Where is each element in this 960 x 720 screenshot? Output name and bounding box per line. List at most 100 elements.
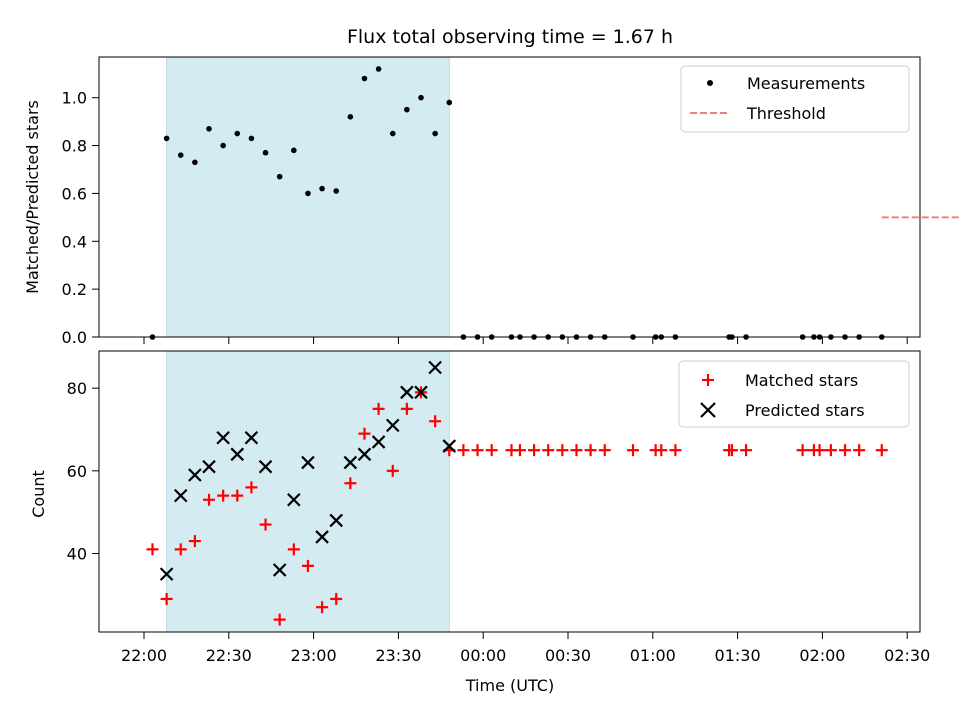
matched-star-point <box>471 444 484 457</box>
legend-threshold-label: Threshold <box>746 104 826 123</box>
measurement-point <box>404 106 410 113</box>
matched-star-point <box>796 444 809 457</box>
x-tick-label: 00:30 <box>545 646 591 665</box>
matched-star-point <box>231 489 244 502</box>
count-y-tick-label: 80 <box>67 379 87 398</box>
ratio-y-tick-label: 1.0 <box>62 89 87 108</box>
matched-star-point <box>875 444 888 457</box>
matched-star-point <box>400 402 413 415</box>
measurement-point <box>234 130 241 137</box>
x-tick-label: 01:00 <box>630 646 676 665</box>
legend-matched-marker <box>702 374 714 386</box>
predicted-star-stroke-b <box>315 530 329 544</box>
measurement-point <box>291 147 297 154</box>
matched-star-point <box>217 489 230 502</box>
predicted-star-point <box>244 431 259 445</box>
matched-star-point <box>570 444 583 457</box>
matched-star-point <box>372 402 385 415</box>
matched-star-point <box>839 444 852 457</box>
measurement-point <box>418 94 424 101</box>
predicted-star-point <box>216 431 230 445</box>
matched-star-point <box>853 444 866 457</box>
x-tick-label: 23:00 <box>291 646 337 665</box>
matched-star-points <box>146 386 888 626</box>
count-plot-frame <box>98 350 921 633</box>
predicted-star-stroke-b <box>343 455 358 470</box>
measurement-point <box>220 142 226 149</box>
matched-star-point <box>330 592 343 605</box>
matched-star-point <box>542 444 555 457</box>
measurement-point <box>333 188 340 194</box>
legend-predicted-marker <box>700 402 716 418</box>
measurement-point <box>305 190 311 197</box>
x-tick-label: 23:30 <box>375 646 421 665</box>
matched-star-point <box>824 444 837 457</box>
predicted-star-point <box>428 360 442 375</box>
predicted-star-stroke-b <box>357 447 372 462</box>
observing-span-rect <box>166 56 450 338</box>
measurement-point <box>262 149 269 156</box>
predicted-star-point <box>343 455 358 470</box>
count-y-ticks: 40 60 80 <box>67 379 99 563</box>
count-legend-box <box>678 360 910 428</box>
ratio-y-tick-label: 0.0 <box>62 328 87 347</box>
matched-star-point <box>160 592 173 605</box>
predicted-star-stroke-b <box>258 459 273 474</box>
measurement-point <box>177 152 184 158</box>
predicted-star-stroke-b <box>159 567 174 581</box>
predicted-star-stroke-b <box>216 431 230 445</box>
measurement-point <box>206 125 212 132</box>
predicted-star-point <box>442 439 457 453</box>
predicted-star-point <box>400 385 414 400</box>
predicted-star-point <box>414 385 428 400</box>
measurement-point <box>163 135 170 142</box>
predicted-star-points <box>159 360 457 581</box>
matched-star-point <box>301 559 314 572</box>
matched-star-point <box>725 444 738 457</box>
ratio-x-ticks <box>143 337 908 344</box>
predicted-star-point <box>230 447 245 462</box>
predicted-star-point <box>371 435 386 449</box>
predicted-star-point <box>329 513 343 528</box>
predicted-star-stroke-b <box>442 439 457 453</box>
count-x-ticks: 22:00 22:30 23:00 23:30 00:00 00:30 01:00 01:30… <box>121 632 930 665</box>
matched-star-point <box>188 535 201 548</box>
matched-star-point <box>316 601 329 614</box>
predicted-star-stroke-b <box>287 492 301 507</box>
predicted-star-stroke-b <box>329 513 343 528</box>
predicted-star-stroke-b <box>428 360 442 375</box>
predicted-star-stroke-b <box>188 468 202 482</box>
matched-star-point <box>358 427 371 440</box>
matched-star-point <box>457 444 470 457</box>
ratio-y-tick-label: 0.6 <box>62 184 87 203</box>
predicted-star-stroke-b <box>244 431 259 445</box>
x-tick-label: 22:00 <box>121 646 167 665</box>
matched-star-point <box>245 481 258 494</box>
predicted-star-point <box>315 530 329 544</box>
matched-star-point <box>556 444 569 457</box>
matched-star-point <box>627 444 640 457</box>
measurement-point <box>319 185 325 192</box>
matched-star-point <box>598 444 611 457</box>
matched-star-point <box>287 543 300 556</box>
measurement-point <box>347 114 354 120</box>
predicted-star-stroke-b <box>230 447 245 462</box>
predicted-star-point <box>287 492 301 507</box>
predicted-star-stroke-b <box>385 418 400 433</box>
predicted-star-stroke-b <box>173 488 188 503</box>
count-y-tick-label: 40 <box>67 544 87 563</box>
legend-predicted-label: Predicted stars <box>745 401 865 420</box>
chart-title: Flux total observing time = 1.67 h <box>347 26 673 48</box>
measurement-point <box>248 135 255 142</box>
predicted-star-stroke-b <box>371 435 386 449</box>
matched-star-point <box>655 444 668 457</box>
measurement-point <box>361 75 368 82</box>
ratio-y-tick-label: 0.8 <box>62 137 87 156</box>
ratio-plot-frame <box>98 56 921 338</box>
x-tick-label: 01:30 <box>715 646 761 665</box>
predicted-star-stroke-b <box>414 385 428 400</box>
measurement-point <box>192 159 198 166</box>
x-tick-label: 02:30 <box>884 646 930 665</box>
ratio-y-tick-label: 0.2 <box>62 280 87 299</box>
count-y-axis-title: Count <box>29 470 48 518</box>
